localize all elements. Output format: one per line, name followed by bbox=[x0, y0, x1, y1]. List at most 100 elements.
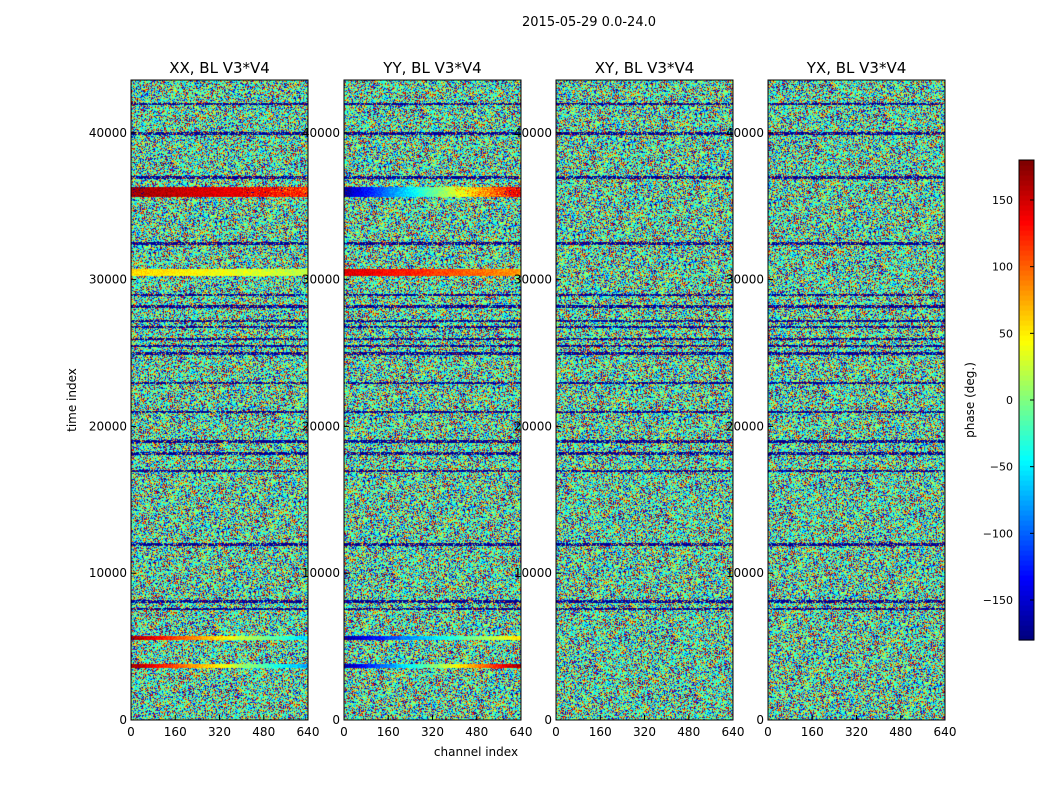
colorbar-segment bbox=[1019, 580, 1034, 586]
x-tick-label: 640 bbox=[722, 725, 745, 739]
colorbar-segment bbox=[1019, 560, 1034, 566]
colorbar-segment bbox=[1019, 375, 1034, 381]
colorbar-segment bbox=[1019, 165, 1034, 171]
colorbar-segment bbox=[1019, 535, 1034, 541]
colorbar-segment bbox=[1019, 350, 1034, 356]
colorbar-segment bbox=[1019, 420, 1034, 426]
colorbar-segment bbox=[1019, 190, 1034, 196]
colorbar-segment bbox=[1019, 160, 1034, 166]
colorbar-segment bbox=[1019, 465, 1034, 471]
y-tick-label: 30000 bbox=[89, 273, 127, 287]
colorbar-segment bbox=[1019, 180, 1034, 186]
colorbar-segment bbox=[1019, 170, 1034, 176]
colorbar-segment bbox=[1019, 540, 1034, 546]
colorbar-segment bbox=[1019, 200, 1034, 206]
colorbar-segment bbox=[1019, 505, 1034, 511]
colorbar-segment bbox=[1019, 185, 1034, 191]
x-tick-label: 320 bbox=[421, 725, 444, 739]
y-tick-label: 10000 bbox=[89, 566, 127, 580]
colorbar-segment bbox=[1019, 215, 1034, 221]
colorbar-segment bbox=[1019, 495, 1034, 501]
colorbar-segment bbox=[1019, 330, 1034, 336]
x-tick-label: 160 bbox=[801, 725, 824, 739]
heatmap-panel: XY, BL V3*V4 0 160 320 480 640 0 10000 20000 3000… bbox=[514, 59, 745, 739]
x-tick-label: 160 bbox=[164, 725, 187, 739]
colorbar-segment bbox=[1019, 310, 1034, 316]
colorbar-segment bbox=[1019, 250, 1034, 256]
colorbar-segment bbox=[1019, 270, 1034, 276]
colorbar-segment bbox=[1019, 235, 1034, 241]
colorbar-segment bbox=[1019, 565, 1034, 571]
colorbar-segment bbox=[1019, 240, 1034, 246]
colorbar-segment bbox=[1019, 365, 1034, 371]
x-tick-label: 160 bbox=[589, 725, 612, 739]
colorbar-segment bbox=[1019, 320, 1034, 326]
y-tick-label: 0 bbox=[756, 713, 764, 727]
colorbar-segment bbox=[1019, 345, 1034, 351]
colorbar-segment bbox=[1019, 455, 1034, 461]
colorbar-segment bbox=[1019, 590, 1034, 596]
y-tick-label: 20000 bbox=[514, 419, 552, 433]
y-tick-label: 0 bbox=[544, 713, 552, 727]
colorbar-segment bbox=[1019, 210, 1034, 216]
heatmap-panels: XX, BL V3*V4 0 160 320 480 640 0 10000 20000 3000… bbox=[89, 59, 957, 739]
x-tick-label: 320 bbox=[208, 725, 231, 739]
y-tick-label: 10000 bbox=[726, 566, 764, 580]
colorbar-segment bbox=[1019, 470, 1034, 476]
colorbar-segment bbox=[1019, 410, 1034, 416]
colorbar-segment bbox=[1019, 450, 1034, 456]
y-tick-label: 40000 bbox=[726, 126, 764, 140]
x-tick-label: 480 bbox=[889, 725, 912, 739]
colorbar-segment bbox=[1019, 255, 1034, 261]
x-tick-label: 0 bbox=[127, 725, 135, 739]
colorbar-segment bbox=[1019, 395, 1034, 401]
y-tick-label: 20000 bbox=[302, 419, 340, 433]
colorbar-segment bbox=[1019, 225, 1034, 231]
colorbar-segment bbox=[1019, 625, 1034, 631]
colorbar-label: phase (deg.) bbox=[963, 362, 977, 438]
colorbar-segment bbox=[1019, 400, 1034, 406]
colorbar-segment bbox=[1019, 475, 1034, 481]
x-tick-label: 640 bbox=[510, 725, 533, 739]
y-tick-label: 0 bbox=[332, 713, 340, 727]
colorbar-segment bbox=[1019, 435, 1034, 441]
y-tick-label: 40000 bbox=[514, 126, 552, 140]
colorbar-segment bbox=[1019, 340, 1034, 346]
colorbar-segment bbox=[1019, 460, 1034, 466]
colorbar-segment bbox=[1019, 550, 1034, 556]
colorbar-segment bbox=[1019, 230, 1034, 236]
colorbar-segment bbox=[1019, 430, 1034, 436]
figure-suptitle: 2015-05-29 0.0-24.0 bbox=[522, 15, 656, 30]
heatmap-panel: YX, BL V3*V4 0 160 320 480 640 0 10000 20000 3000… bbox=[726, 59, 957, 739]
colorbar-segment bbox=[1019, 385, 1034, 391]
y-tick-label: 20000 bbox=[726, 419, 764, 433]
colorbar-segment bbox=[1019, 485, 1034, 491]
colorbar-segment bbox=[1019, 600, 1034, 606]
y-tick-label: 40000 bbox=[302, 126, 340, 140]
colorbar-segment bbox=[1019, 195, 1034, 201]
x-tick-label: 480 bbox=[252, 725, 275, 739]
colorbar-segment bbox=[1019, 405, 1034, 411]
heatmap-panel: XX, BL V3*V4 0 160 320 480 640 0 10000 20000 3000… bbox=[89, 59, 320, 739]
colorbar-tick-label: 100 bbox=[992, 261, 1013, 274]
colorbar-segment bbox=[1019, 515, 1034, 521]
x-tick-label: 0 bbox=[552, 725, 560, 739]
y-tick-label: 0 bbox=[119, 713, 127, 727]
colorbar-segment bbox=[1019, 595, 1034, 601]
colorbar-segment bbox=[1019, 445, 1034, 451]
colorbar-segment bbox=[1019, 415, 1034, 421]
colorbar-segment bbox=[1019, 315, 1034, 321]
colorbar-segment bbox=[1019, 440, 1034, 446]
colorbar-segment bbox=[1019, 175, 1034, 181]
colorbar-segment bbox=[1019, 325, 1034, 331]
colorbar-segment bbox=[1019, 620, 1034, 626]
colorbar-segment bbox=[1019, 525, 1034, 531]
colorbar-segment bbox=[1019, 530, 1034, 536]
colorbar-segment bbox=[1019, 275, 1034, 281]
x-tick-label: 640 bbox=[297, 725, 320, 739]
colorbar-tick-label: 0 bbox=[1006, 394, 1013, 407]
colorbar-segment bbox=[1019, 555, 1034, 561]
colorbar-segment bbox=[1019, 260, 1034, 266]
colorbar-segment bbox=[1019, 390, 1034, 396]
